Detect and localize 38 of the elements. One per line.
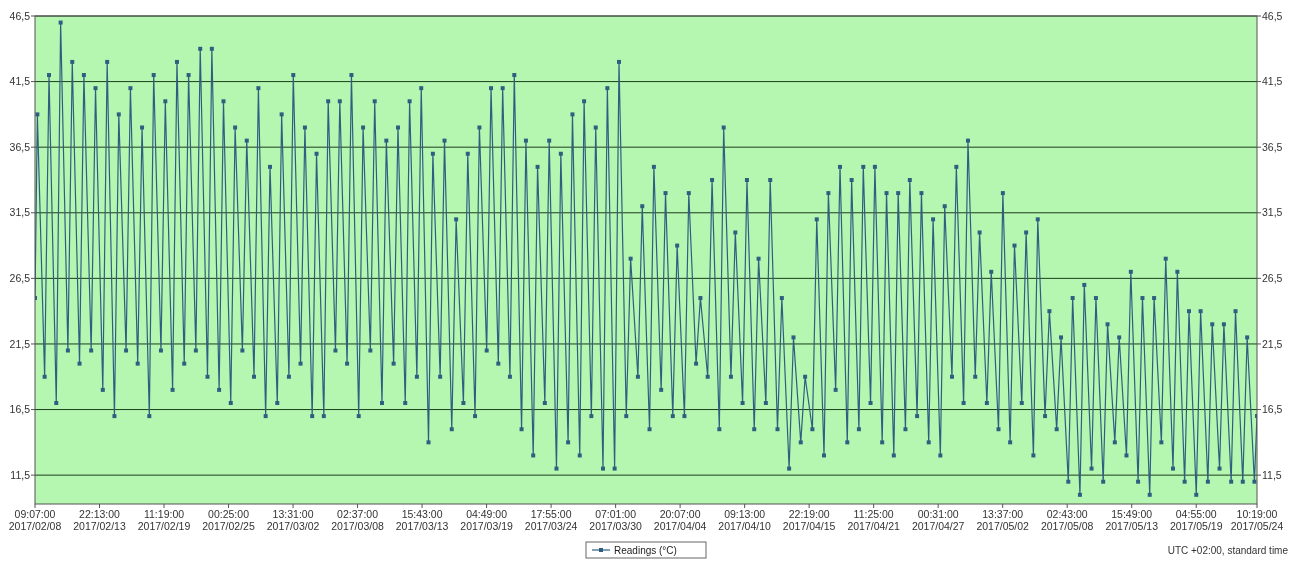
y2-tick-label: 26,5	[1262, 272, 1283, 285]
y2-tick-label: 21,5	[1262, 337, 1283, 350]
x-tick-label: 09:13:00 2017/04/10	[718, 508, 772, 532]
x-tick-label: 22:19:00 2017/04/15	[782, 508, 836, 532]
y-tick-label: 21,5	[9, 337, 31, 350]
x-tick-label: 15:49:00 2017/05/13	[1105, 508, 1159, 532]
y-tick-label: 36,5	[9, 140, 31, 153]
x-tick-label: 07:01:00 2017/03/30	[589, 508, 643, 532]
x-tick-label: 15:43:00 2017/03/13	[395, 508, 449, 532]
y-tick-label: 41,5	[9, 75, 31, 88]
y-tick-label: 31,5	[9, 206, 31, 219]
x-tick-label: 10:19:00 2017/05/24	[1230, 508, 1284, 532]
x-tick-label: 00:31:00 2017/04/27	[911, 508, 965, 532]
x-tick-label: 22:13:00 2017/02/13	[73, 508, 126, 532]
x-tick-label: 13:31:00 2017/03/02	[266, 508, 320, 532]
y2-tick-label: 41,5	[1262, 75, 1283, 88]
y2-tick-label: 46,5	[1262, 9, 1283, 22]
y-tick-label: 11,5	[10, 468, 31, 481]
x-tick-label: 11:25:00 2017/04/21	[847, 508, 901, 532]
text: UTC +02:00, standard time	[1167, 545, 1289, 556]
x-tick-label: 02:43:00 2017/05/08	[1040, 508, 1094, 532]
x-tick-label: 02:37:00 2017/03/08	[331, 508, 384, 532]
y-tick-label: 26,5	[9, 272, 31, 285]
legend-label: Readings (°C)	[614, 544, 677, 556]
y-tick-label: 46,5	[9, 9, 31, 22]
x-tick-label: 04:49:00 2017/03/19	[460, 508, 514, 532]
x-tick-label: 20:07:00 2017/04/04	[653, 508, 707, 532]
y2-tick-label: 31,5	[1262, 206, 1283, 219]
x-tick-label: 11:19:00 2017/02/19	[137, 508, 191, 532]
y2-tick-label: 36,5	[1262, 140, 1283, 153]
y2-tick-label: 11,5	[1262, 468, 1282, 481]
x-tick-label: 17:55:00 2017/03/24	[524, 508, 578, 532]
x-tick-label: 13:37:00 2017/05/02	[976, 508, 1030, 532]
x-tick-label: 00:25:00 2017/02/25	[202, 508, 255, 532]
y-tick-label: 16,5	[9, 403, 31, 416]
x-tick-label: 09:07:00 2017/02/08	[8, 508, 62, 532]
x-tick-label: 04:55:00 2017/05/19	[1169, 508, 1223, 532]
y2-tick-label: 16,5	[1262, 403, 1283, 416]
